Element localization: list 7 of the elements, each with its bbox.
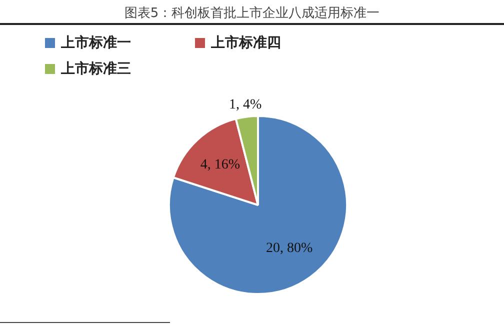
- legend-label: 上市标准三: [61, 60, 131, 78]
- legend-label: 上市标准一: [61, 34, 131, 52]
- legend-label: 上市标准四: [211, 34, 281, 52]
- chart-title: 图表5：科创板首批上市企业八成适用标准一: [0, 0, 504, 25]
- data-label: 1, 4%: [229, 97, 262, 112]
- data-label: 4, 16%: [200, 157, 240, 172]
- data-label: 20, 80%: [266, 240, 314, 256]
